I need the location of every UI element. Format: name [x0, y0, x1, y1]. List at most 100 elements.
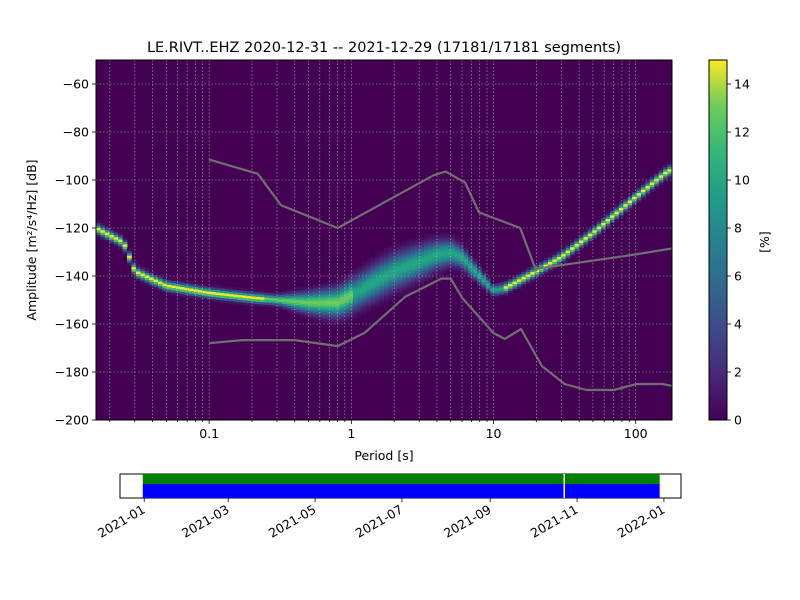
heatmap-cell [388, 250, 394, 254]
heatmap-cell [459, 239, 465, 243]
heatmap-cell [392, 247, 398, 251]
heatmap-cell [521, 276, 527, 280]
heatmap-cell [530, 276, 536, 280]
heatmap-cell [627, 207, 633, 211]
heatmap-cell [308, 305, 314, 308]
heatmap-column [189, 281, 194, 299]
heatmap-cell [441, 234, 447, 238]
heatmap-cell [649, 186, 655, 190]
heatmap-cell [432, 240, 438, 244]
heatmap-cell [649, 182, 655, 185]
heatmap-cell [441, 263, 447, 266]
heatmap-cell [352, 308, 358, 312]
heatmap-cell [640, 189, 646, 192]
heatmap-cell [490, 280, 496, 284]
heatmap-cell [441, 265, 447, 269]
heatmap-cell [348, 305, 354, 309]
heatmap-cell [118, 236, 123, 240]
heatmap-cell [388, 255, 394, 259]
heatmap-column [419, 237, 425, 286]
heatmap-cell [326, 312, 332, 316]
heatmap-cell [379, 284, 385, 287]
heatmap-cell [335, 312, 341, 316]
heatmap-cell [401, 243, 407, 247]
heatmap-cell [299, 311, 305, 315]
heatmap-cell [361, 273, 367, 277]
heatmap-cell [233, 286, 239, 290]
heatmap-cell [304, 308, 310, 312]
heatmap-cell [654, 185, 660, 189]
heatmap-cell [392, 281, 398, 285]
heatmap-column [242, 287, 248, 306]
heatmap-column [530, 264, 536, 282]
heatmap-column [472, 258, 478, 284]
heatmap-cell [180, 281, 186, 285]
heatmap-cell [645, 188, 651, 191]
heatmap-cell [366, 285, 372, 289]
heatmap-cell [428, 243, 434, 247]
heatmap-cell [454, 265, 460, 269]
heatmap-cell [388, 279, 394, 283]
heatmap-cell [512, 276, 518, 280]
heatmap-cell [246, 295, 252, 299]
heatmap-cell [357, 314, 363, 317]
heatmap-cell [446, 256, 451, 260]
heatmap-cell [636, 197, 642, 201]
heatmap-cell [463, 261, 469, 265]
heatmap-cell [570, 239, 575, 243]
heatmap-column [246, 288, 252, 306]
heatmap-cell [463, 259, 469, 263]
heatmap-cell [640, 191, 646, 195]
heatmap-cell [357, 304, 363, 308]
heatmap-cell [370, 305, 376, 309]
heatmap-cell [437, 267, 442, 271]
heatmap-cell [410, 275, 416, 279]
heatmap-cell [432, 252, 438, 256]
heatmap-cell [326, 298, 332, 302]
heatmap-cell [410, 263, 416, 267]
heatmap-cell [352, 275, 358, 279]
heatmap-column [352, 268, 358, 319]
heatmap-cell [618, 214, 624, 218]
heatmap-cell [321, 294, 327, 298]
heatmap-cell [335, 286, 341, 289]
heatmap-cell [357, 285, 363, 289]
heatmap-cell [592, 234, 598, 238]
heatmap-column [304, 286, 310, 319]
heatmap-cell [384, 279, 389, 283]
heatmap-cell [623, 201, 629, 205]
heatmap-cell [326, 307, 332, 311]
heatmap-cell [459, 268, 465, 272]
heatmap-cell [175, 285, 181, 289]
heatmap-cell [623, 196, 629, 200]
heatmap-cell [352, 270, 358, 274]
heatmap-cell [410, 277, 416, 281]
heatmap-cell [104, 232, 110, 235]
heatmap-cell [446, 237, 451, 240]
heatmap-cell [326, 305, 332, 309]
heatmap-cell [397, 286, 403, 290]
heatmap-cell [375, 303, 380, 306]
y-tick-label: −100 [55, 173, 89, 188]
heatmap-cell [410, 285, 416, 288]
x-tick-label: 100 [624, 426, 648, 441]
heatmap-cell [317, 288, 323, 292]
heatmap-cell [419, 277, 425, 281]
heatmap-cell [561, 246, 567, 250]
heatmap-cell [304, 303, 310, 307]
heatmap-cell [96, 232, 101, 236]
heatmap-cell [131, 271, 137, 275]
heatmap-cell [224, 300, 230, 304]
heatmap-cell [100, 225, 106, 228]
heatmap-cell [450, 253, 456, 256]
heatmap-cell [503, 285, 509, 289]
heatmap-column [614, 204, 620, 222]
heatmap-cell [286, 295, 292, 299]
heatmap-cell [220, 285, 225, 289]
heatmap-column [516, 271, 522, 289]
heatmap-column [215, 284, 221, 303]
heatmap-cell [583, 236, 589, 240]
heatmap-cell [547, 261, 553, 265]
heatmap-column [432, 233, 438, 278]
heatmap-cell [206, 295, 212, 299]
